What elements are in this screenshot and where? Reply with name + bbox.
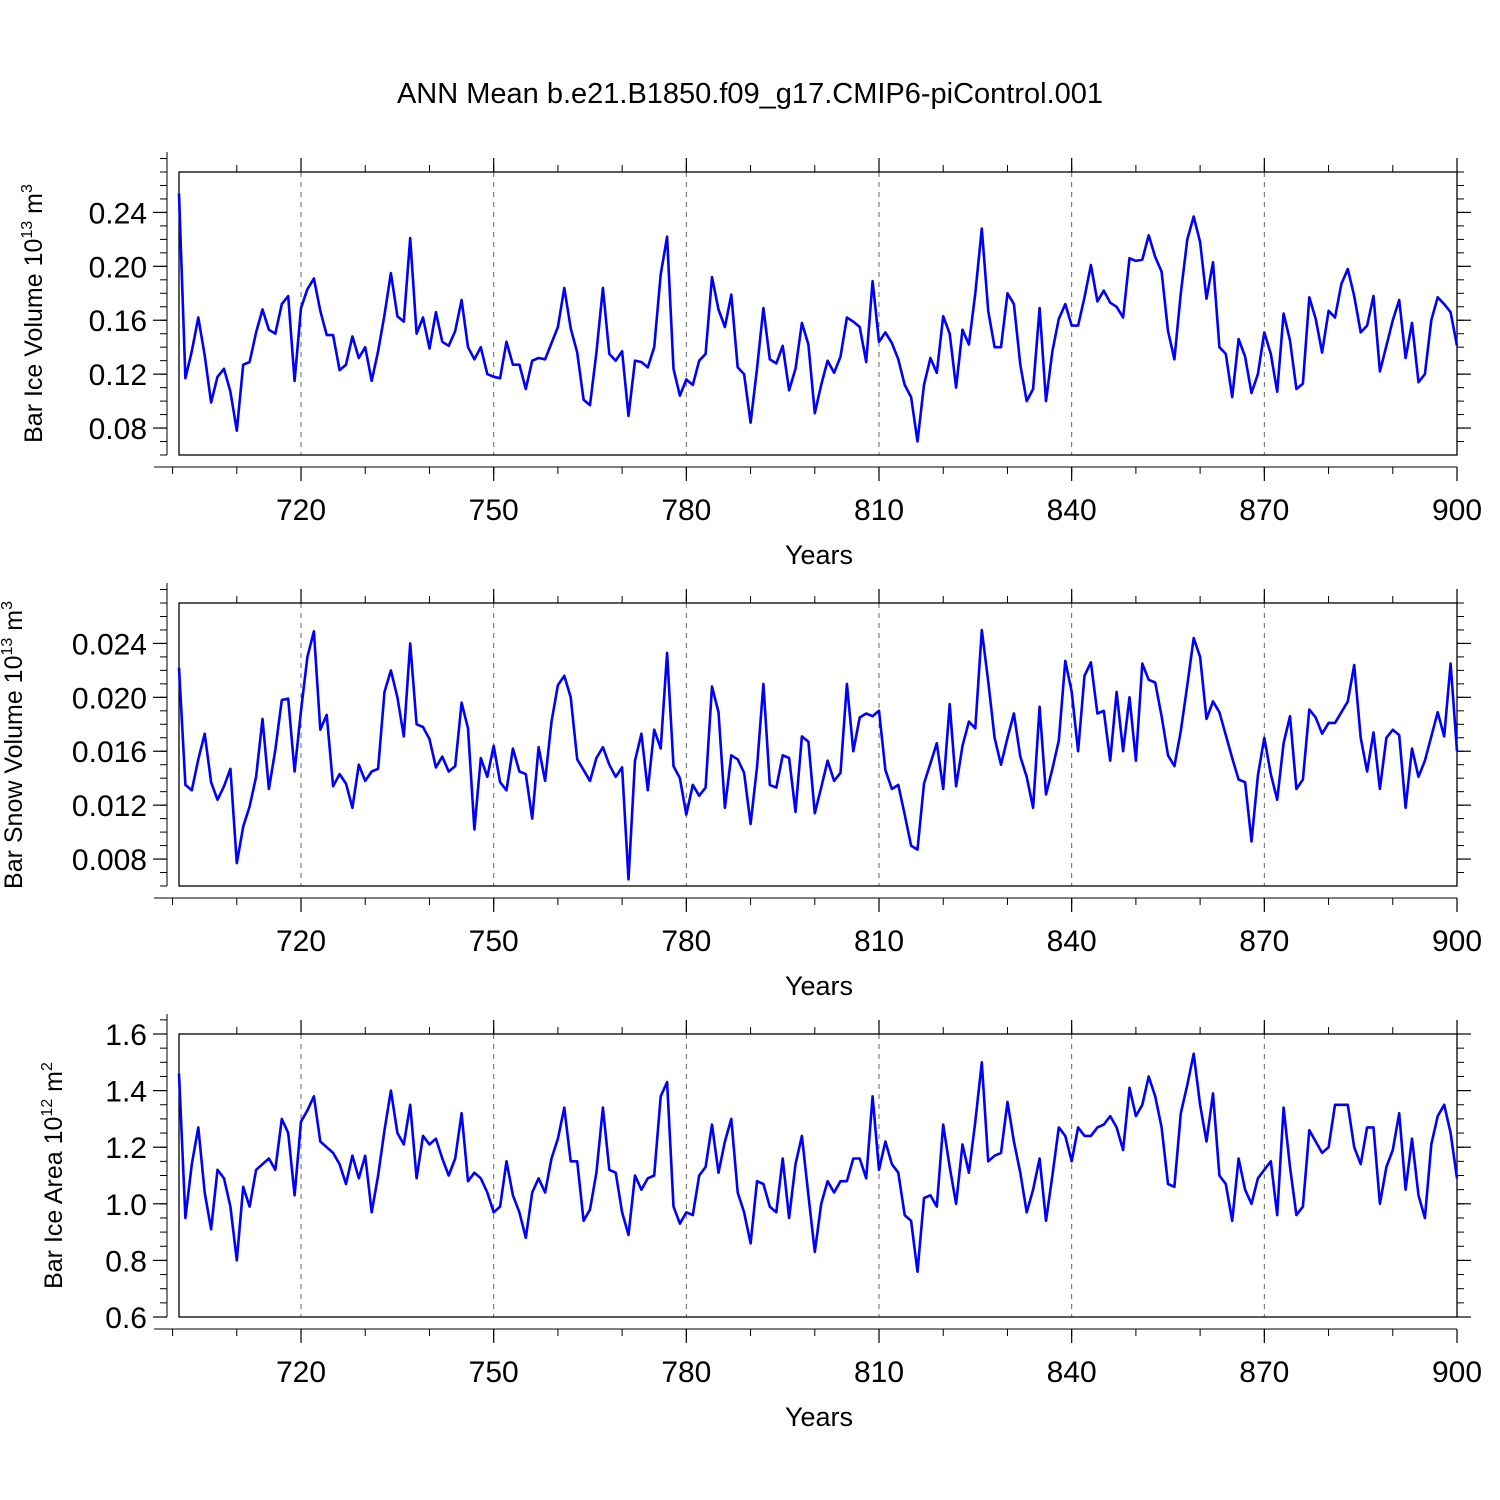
x-tick-label: 780	[661, 925, 711, 958]
x-tick-label: 870	[1239, 1356, 1289, 1389]
x-tick-label: 750	[469, 1356, 519, 1389]
x-tick-label: 870	[1239, 925, 1289, 958]
x-tick-label: 870	[1239, 494, 1289, 527]
y-tick-label: 0.16	[89, 305, 147, 338]
plot-frame	[178, 171, 1458, 456]
x-tick-label: 840	[1047, 1356, 1097, 1389]
panel-ice-area: 720 750 780 810 840 870 900 Years 0.6 0.8 1.0 1.2 1.…	[39, 1014, 1482, 1432]
series-line-ice-area	[177, 1052, 1459, 1273]
x-tick-label: 840	[1047, 494, 1097, 527]
x-axis-label: Years	[785, 1402, 853, 1432]
series-line-ice-volume	[177, 193, 1459, 443]
y-axis-label: Bar Ice Area 1012 m2	[39, 1062, 68, 1289]
y-tick-label: 1.2	[105, 1132, 147, 1165]
panel-snow-volume: 720 750 780 810 840 870 900 Years 0.008 0.012 0.01…	[0, 583, 1482, 1001]
series-line-snow-volume	[177, 628, 1459, 881]
y-tick-label: 0.020	[72, 682, 147, 715]
y-tick-label: 0.6	[105, 1302, 147, 1335]
x-tick-label: 750	[469, 494, 519, 527]
plot-frame	[178, 1033, 1458, 1318]
y-tick-label: 0.012	[72, 790, 147, 823]
x-tick-label: 780	[661, 1356, 711, 1389]
y-tick-label: 1.4	[105, 1076, 147, 1109]
y-tick-label: 0.024	[72, 628, 147, 661]
y-tick-label: 1.6	[105, 1019, 147, 1052]
y-tick-label: 0.016	[72, 736, 147, 769]
x-tick-label: 720	[276, 925, 326, 958]
x-tick-label: 810	[854, 494, 904, 527]
x-tick-label: 900	[1432, 1356, 1482, 1389]
x-tick-label: 750	[469, 925, 519, 958]
y-tick-label: 1.0	[105, 1189, 147, 1222]
y-tick-label: 0.8	[105, 1245, 147, 1278]
x-tick-label: 900	[1432, 925, 1482, 958]
y-axis-label: Bar Snow Volume 1013 m3	[0, 601, 28, 889]
x-tick-label: 900	[1432, 494, 1482, 527]
y-tick-label: 0.24	[89, 197, 147, 230]
y-axis-label: Bar Ice Volume 1013 m3	[19, 184, 48, 443]
x-tick-label: 810	[854, 925, 904, 958]
x-tick-label: 720	[276, 494, 326, 527]
y-tick-label: 0.008	[72, 844, 147, 877]
panel-ice-volume: 720 750 780 810 840 870 900 Years 0.08 0.12 0.16 0.…	[19, 152, 1482, 570]
x-axis-label: Years	[785, 540, 853, 570]
page-title: ANN Mean b.e21.B1850.f09_g17.CMIP6-piCon…	[396, 78, 1104, 110]
y-tick-label: 0.12	[89, 359, 147, 392]
y-tick-label: 0.08	[89, 413, 147, 446]
y-tick-label: 0.20	[89, 251, 147, 284]
x-tick-label: 840	[1047, 925, 1097, 958]
x-axis-label: Years	[785, 971, 853, 1001]
x-tick-label: 810	[854, 1356, 904, 1389]
x-tick-label: 780	[661, 494, 711, 527]
x-tick-label: 720	[276, 1356, 326, 1389]
